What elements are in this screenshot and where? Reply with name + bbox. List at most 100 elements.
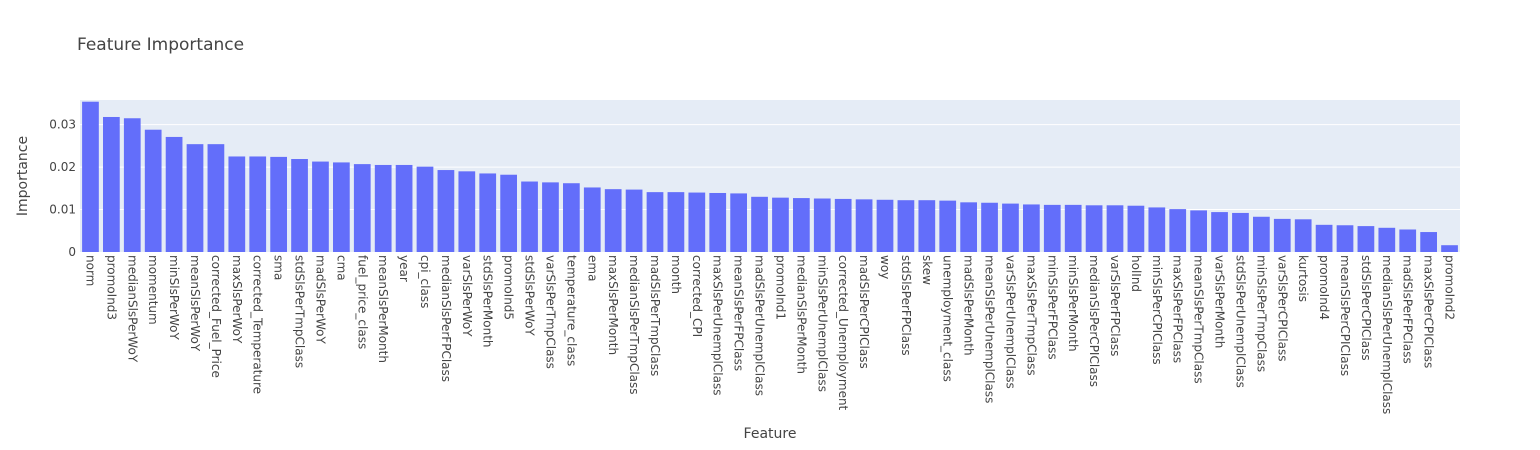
x-tick-label: stdSlsPerMonth: [481, 255, 495, 348]
bar-year: [395, 164, 413, 252]
bar-meanSlsPerTmpClass: [1190, 210, 1207, 252]
chart-title: Feature Importance: [77, 35, 244, 55]
grid-lines: [80, 124, 1460, 211]
bar-kurtosis: [1294, 219, 1312, 252]
x-tick-label: varSlsPerMonth: [1213, 255, 1227, 348]
x-tick-label: minSlsPerTmpClass: [1254, 255, 1268, 372]
x-tick-label: unemployment_class: [941, 255, 955, 382]
bar-stdSlsPerFPClass: [897, 200, 915, 252]
bar-month: [667, 192, 685, 252]
bar-promoInd2: [1441, 245, 1458, 252]
x-tick-label: stdSlsPerUnemplClass: [1233, 255, 1247, 388]
bar-meanSlsPerUnemplClass: [981, 202, 998, 252]
x-tick-label: minSlsPerCPIClass: [1150, 255, 1164, 365]
y-tick-label: 0.02: [49, 160, 76, 174]
x-tick-label: stdSlsPerTmpClass: [293, 255, 307, 368]
x-tick-label: temperature_class: [564, 255, 578, 366]
plot-background: [80, 100, 1460, 252]
bar-madSlsPerTmpClass: [646, 192, 664, 252]
x-tick-label: varSlsPerUnemplClass: [1003, 255, 1017, 389]
x-tick-label: varSlsPerWoY: [460, 255, 474, 337]
x-tick-label: minSlsPerWoY: [167, 255, 181, 340]
bar-promoInd3: [103, 116, 120, 252]
x-tick-label: holInd: [1129, 255, 1143, 292]
bar-stdSlsPerUnemplClass: [1232, 212, 1249, 252]
bar-minSlsPerCPIClass: [1148, 207, 1166, 252]
x-axis-ticks: norm promoInd3 medianSlsPerWoY momentum minS…: [83, 255, 1456, 414]
bar-minSlsPerWoY: [165, 136, 183, 252]
bar-maxSlsPerCPIClass: [1420, 232, 1437, 252]
y-axis-title: Importance: [15, 136, 31, 216]
x-tick-label: minSlsPerUnemplClass: [815, 255, 829, 392]
x-tick-label: stdSlsPerFPClass: [899, 255, 913, 356]
x-tick-label: corrected_Temperature: [251, 255, 265, 394]
x-tick-label: woy: [878, 255, 892, 279]
bar-corrected_Temperature: [249, 156, 267, 252]
bar-madSlsPerUnemplClass: [751, 196, 768, 252]
y-tick-label: 0.01: [49, 203, 76, 217]
x-tick-label: norm: [83, 255, 97, 286]
x-tick-label: promoInd1: [773, 255, 787, 320]
bar-varSlsPerUnemplClass: [1002, 203, 1019, 252]
x-tick-label: medianSlsPerFPClass: [439, 255, 453, 382]
x-tick-label: medianSlsPerMonth: [794, 255, 808, 374]
x-tick-label: kurtosis: [1296, 255, 1310, 302]
x-tick-label: madSlsPerMonth: [962, 255, 976, 356]
bar-momentum: [144, 129, 162, 252]
x-tick-label: meanSlsPerCPIClass: [1338, 255, 1352, 376]
x-axis-title: Feature: [744, 426, 797, 442]
bar-promoInd4: [1315, 224, 1333, 252]
bar-varSlsPerTmpClass: [542, 182, 559, 252]
x-tick-label: madSlsPerWoY: [313, 255, 327, 344]
bars: [82, 101, 1458, 252]
bar-madSlsPerCPIClass: [855, 199, 873, 252]
bar-minSlsPerMonth: [1064, 204, 1082, 252]
x-tick-label: maxSlsPerFPClass: [1171, 255, 1185, 363]
x-tick-label: sma: [272, 255, 286, 280]
bar-meanSlsPerMonth: [374, 164, 392, 252]
x-tick-label: meanSlsPerTmpClass: [1192, 255, 1206, 384]
bar-medianSlsPerCPIClass: [1085, 205, 1103, 252]
x-tick-label: varSlsPerFPClass: [1108, 255, 1122, 356]
x-tick-label: maxSlsPerCPIClass: [1422, 255, 1436, 368]
bar-corrected_Unemployment: [834, 198, 852, 252]
bar-medianSlsPerTmpClass: [625, 189, 643, 252]
bar-corrected_Fuel_Price: [207, 144, 225, 252]
bar-varSlsPerMonth: [1211, 212, 1228, 252]
bar-woy: [876, 199, 894, 252]
bar-cma: [333, 162, 350, 252]
bar-madSlsPerWoY: [312, 161, 329, 252]
x-tick-label: minSlsPerFPClass: [1045, 255, 1059, 360]
bar-temperature_class: [563, 183, 580, 252]
y-tick-label: 0: [68, 245, 76, 259]
x-tick-label: corrected_Unemployment: [836, 255, 850, 411]
x-tick-label: ema: [585, 255, 599, 281]
bar-meanSlsPerWoY: [186, 144, 204, 252]
x-tick-label: maxSlsPerTmpClass: [1024, 255, 1038, 376]
x-tick-label: maxSlsPerMonth: [606, 255, 620, 355]
bar-unemployment_class: [939, 200, 957, 252]
x-tick-label: minSlsPerMonth: [1066, 255, 1080, 352]
x-tick-label: medianSlsPerUnemplClass: [1380, 255, 1394, 414]
x-tick-label: promoInd2: [1443, 255, 1457, 320]
bar-norm: [82, 101, 99, 252]
bar-maxSlsPerTmpClass: [1023, 204, 1040, 252]
y-tick-label: 0.03: [49, 118, 76, 132]
bar-corrected_CPI: [688, 192, 706, 252]
bar-varSlsPerCPIClass: [1273, 218, 1291, 252]
bar-maxSlsPerFPClass: [1169, 209, 1187, 252]
x-tick-label: year: [397, 255, 411, 282]
x-tick-label: madSlsPerUnemplClass: [753, 255, 767, 396]
x-tick-label: maxSlsPerUnemplClass: [711, 255, 725, 395]
x-tick-label: month: [669, 255, 683, 294]
bar-madSlsPerFPClass: [1399, 229, 1417, 252]
bar-ema: [583, 187, 601, 252]
bar-promoInd5: [500, 174, 517, 252]
x-tick-label: varSlsPerTmpClass: [543, 255, 557, 369]
x-tick-label: cpi_class: [418, 255, 432, 308]
x-tick-label: corrected_Fuel_Price: [209, 255, 223, 378]
x-tick-label: medianSlsPerCPIClass: [1087, 255, 1101, 387]
bar-promoInd1: [772, 197, 789, 252]
x-tick-label: promoInd3: [104, 255, 118, 320]
